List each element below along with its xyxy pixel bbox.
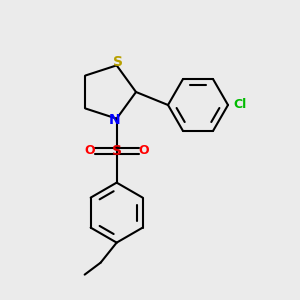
Text: S: S [113,56,123,69]
Text: O: O [138,144,149,157]
Text: O: O [84,144,95,157]
Text: N: N [109,112,121,127]
Text: S: S [112,144,122,158]
Text: Cl: Cl [233,98,246,112]
